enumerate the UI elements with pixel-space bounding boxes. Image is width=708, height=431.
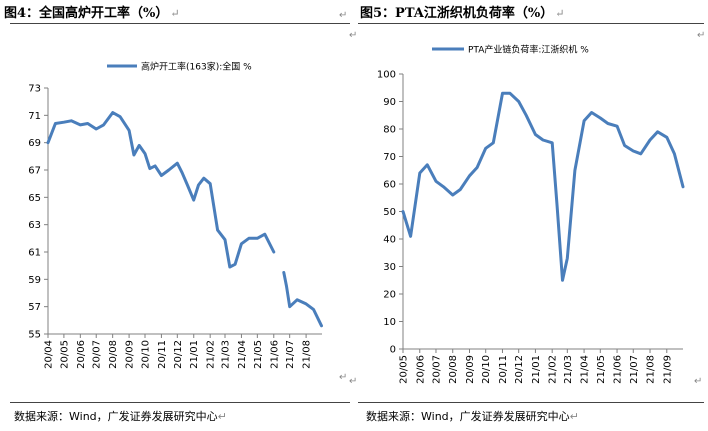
left-x-tick-label: 20/04 bbox=[44, 340, 55, 369]
right-x-tick-label: 21/07 bbox=[629, 355, 640, 384]
right-x-tick-label: 21/04 bbox=[580, 355, 591, 384]
right-x-tick-label: 20/12 bbox=[514, 355, 525, 384]
right-y-tick-label: 80 bbox=[383, 125, 396, 136]
left-x-tick-label: 20/09 bbox=[125, 340, 136, 369]
right-y-tick-label: 10 bbox=[383, 317, 396, 328]
right-x-tick-label: 21/06 bbox=[613, 355, 624, 384]
return-mark-icon: ↵ bbox=[339, 10, 348, 21]
return-mark-icon: ↵ bbox=[170, 7, 180, 20]
right-x-tick-label: 21/03 bbox=[563, 355, 574, 384]
right-x-tick-label: 20/09 bbox=[465, 355, 476, 384]
left-y-tick-label: 57 bbox=[28, 302, 41, 313]
right-x-tick-label: 21/09 bbox=[662, 355, 673, 384]
right-panel-title: 图5：PTA江浙织机负荷率（%） ↵ bbox=[360, 2, 564, 21]
right-legend-label: PTA产业链负荷率:江浙织机 % bbox=[468, 44, 589, 56]
left-y-tick-label: 61 bbox=[28, 248, 41, 259]
return-mark-icon: ↵ bbox=[217, 410, 227, 423]
right-x-tick-label: 20/08 bbox=[448, 355, 459, 384]
left-x-tick-label: 20/11 bbox=[157, 340, 168, 369]
left-y-tick-label: 73 bbox=[28, 84, 41, 95]
right-y-tick-label: 60 bbox=[383, 180, 396, 191]
right-x-tick-label: 20/06 bbox=[415, 355, 426, 384]
left-x-tick-label: 21/07 bbox=[285, 340, 296, 369]
return-mark-icon: ↵ bbox=[697, 30, 706, 41]
left-legend-label: 高炉开工率(163家):全国 % bbox=[141, 61, 252, 73]
left-panel-title: 图4：全国高炉开工率（%） ↵ bbox=[4, 2, 180, 21]
right-series-line-0-segment-0 bbox=[401, 91, 685, 282]
left-x-tick-label: 21/04 bbox=[237, 340, 248, 369]
return-mark-icon: ↵ bbox=[555, 7, 565, 20]
right-source-text: 数据来源：Wind，广发证券发展研究中心 bbox=[366, 410, 570, 423]
left-y-tick-label: 71 bbox=[28, 111, 41, 122]
right-source-note: 数据来源：Wind，广发证券发展研究中心↵ bbox=[366, 408, 579, 424]
left-y-tick-label: 69 bbox=[28, 138, 41, 149]
left-y-tick-label: 67 bbox=[28, 166, 41, 177]
right-x-tick-label: 21/08 bbox=[646, 355, 657, 384]
right-x-tick-label: 20/05 bbox=[399, 355, 410, 384]
right-y-tick-label: 0 bbox=[390, 345, 396, 356]
right-y-tick-label: 30 bbox=[383, 262, 396, 273]
return-mark-icon: ↵ bbox=[349, 30, 358, 41]
right-chart-frame bbox=[358, 23, 704, 403]
left-x-tick-label: 20/08 bbox=[108, 340, 119, 369]
left-source-note: 数据来源：Wind，广发证券发展研究中心↵ bbox=[14, 408, 227, 424]
left-x-tick-label: 20/05 bbox=[59, 340, 70, 369]
return-mark-icon: ↵ bbox=[569, 410, 579, 423]
left-x-tick-label: 21/02 bbox=[206, 340, 217, 369]
left-source-text: 数据来源：Wind，广发证券发展研究中心 bbox=[14, 410, 218, 423]
right-x-tick-label: 21/02 bbox=[548, 355, 559, 384]
left-x-tick-label: 20/06 bbox=[76, 340, 87, 369]
left-y-tick-label: 59 bbox=[28, 275, 41, 286]
left-x-tick-label: 21/01 bbox=[189, 340, 200, 369]
left-x-tick-label: 20/10 bbox=[140, 340, 151, 369]
left-x-tick-label: 20/07 bbox=[92, 340, 103, 369]
left-series-line-0-segment-0 bbox=[46, 111, 276, 269]
right-panel-title-text: 图5：PTA江浙织机负荷率（%） bbox=[360, 6, 554, 21]
left-series-line-0-segment-1 bbox=[282, 271, 323, 328]
left-x-tick-label: 21/06 bbox=[269, 340, 280, 369]
left-y-tick-label: 65 bbox=[28, 193, 41, 204]
right-x-tick-label: 20/10 bbox=[481, 355, 492, 384]
left-x-tick-label: 21/05 bbox=[253, 340, 264, 369]
right-y-tick-label: 20 bbox=[383, 290, 396, 301]
right-y-tick-label: 70 bbox=[383, 152, 396, 163]
left-x-tick-label: 20/12 bbox=[173, 340, 184, 369]
right-x-tick-label: 20/07 bbox=[431, 355, 442, 384]
left-chart-frame bbox=[10, 23, 350, 403]
return-mark-icon: ↵ bbox=[349, 376, 358, 387]
right-y-tick-label: 50 bbox=[383, 207, 396, 218]
return-mark-icon: ↵ bbox=[339, 372, 348, 383]
left-y-tick-label: 55 bbox=[28, 330, 41, 341]
left-y-tick-label: 63 bbox=[28, 220, 41, 231]
left-x-tick-label: 21/08 bbox=[302, 340, 313, 369]
left-panel-title-text: 图4：全国高炉开工率（%） bbox=[4, 6, 169, 21]
right-x-tick-label: 21/01 bbox=[531, 355, 542, 384]
left-x-tick-label: 21/03 bbox=[221, 340, 232, 369]
return-mark-icon: ↵ bbox=[694, 376, 703, 387]
right-y-tick-label: 100 bbox=[377, 70, 396, 81]
right-x-tick-label: 20/11 bbox=[498, 355, 509, 384]
right-x-tick-label: 21/05 bbox=[596, 355, 607, 384]
right-y-tick-label: 90 bbox=[383, 97, 396, 108]
right-y-tick-label: 40 bbox=[383, 235, 396, 246]
